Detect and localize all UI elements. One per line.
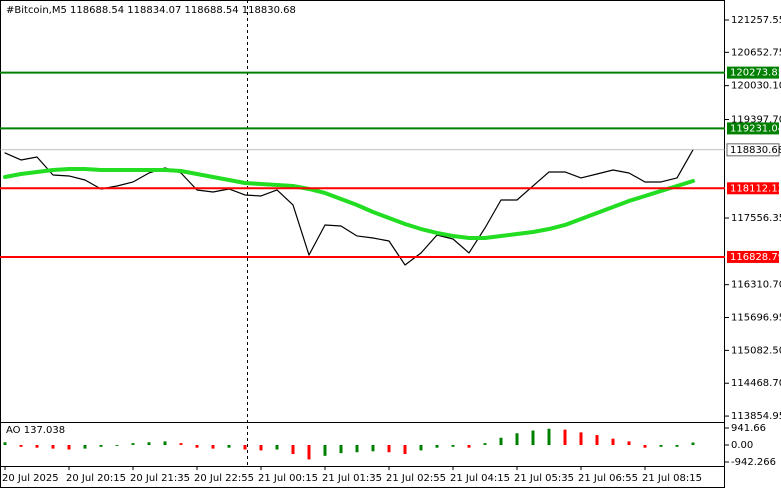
ao-bar [355, 444, 359, 453]
ao-bar [83, 444, 87, 449]
price-level-box [727, 182, 779, 195]
ao-bar [387, 444, 391, 453]
ao-bar [403, 444, 407, 455]
y-tick-label: 115696.95 [731, 313, 781, 324]
ao-bar [451, 444, 455, 447]
y-tick-label: 114468.70 [731, 378, 781, 389]
moving-average [3, 166, 695, 240]
x-tick-label: 20 Jul 22:55 [194, 473, 254, 484]
price-level-label: 118112.12 [730, 183, 781, 194]
ao-bar [195, 444, 199, 448]
y-tick-label: 117556.35 [731, 213, 781, 224]
ao-bar [483, 443, 487, 445]
ao-bar [147, 442, 151, 445]
ao-bar [275, 444, 279, 450]
ao-bar [131, 443, 135, 445]
ao-bar [499, 437, 503, 445]
ao-bar [99, 444, 103, 447]
y-tick-label: 115082.50 [731, 345, 781, 356]
ao-bar [627, 441, 631, 445]
x-tick-label: 21 Jul 05:35 [514, 473, 574, 484]
price-level-box [727, 122, 779, 135]
ao-bar [163, 441, 167, 445]
ao-bar [67, 444, 71, 450]
indicator-title: AO 137.038 [6, 425, 65, 436]
ao-bar [435, 444, 439, 448]
price-level-label: 116828.79 [730, 252, 781, 263]
price-level-box [727, 66, 779, 79]
ao-bar [579, 432, 583, 445]
y-tick-label: 121257.55 [731, 15, 781, 26]
ao-bar [3, 442, 7, 445]
y-tick-label: -942.266 [731, 457, 776, 468]
y-tick-label: 941.66 [731, 423, 766, 434]
x-tick-label: 21 Jul 08:15 [642, 473, 702, 484]
ao-bar [675, 444, 679, 447]
ao-bar [691, 442, 695, 445]
x-tick-label: 20 Jul 21:35 [130, 473, 190, 484]
ao-bar [307, 444, 311, 460]
ao-bar [323, 444, 327, 456]
ao-bar [467, 444, 471, 448]
ao-bar [595, 435, 599, 445]
ao-bar [659, 444, 663, 447]
ao-bar [419, 444, 423, 451]
price-level-label: 120273.85 [730, 68, 781, 79]
x-tick-label: 20 Jul 2025 [2, 473, 59, 484]
ao-bar [35, 444, 39, 448]
current-price-label: 118830.68 [730, 145, 781, 156]
x-tick-label: 21 Jul 02:55 [386, 473, 446, 484]
ao-bar [259, 444, 263, 451]
ao-bar [291, 444, 295, 455]
x-tick-label: 20 Jul 20:15 [66, 473, 126, 484]
ao-bar [51, 444, 55, 449]
ao-bar [531, 430, 535, 445]
frame [0, 0, 725, 488]
x-tick-label: 21 Jul 04:15 [450, 473, 510, 484]
ao-bar [19, 444, 23, 447]
y-tick-label: 113854.95 [731, 411, 781, 422]
y-tick-label: 119397.70 [731, 114, 781, 125]
y-tick-label: 120030.10 [731, 81, 781, 92]
price-level-label: 119231.04 [730, 123, 781, 134]
y-tick-label: 116310.70 [731, 280, 781, 291]
current-price-box [726, 143, 780, 157]
x-tick-label: 21 Jul 00:15 [258, 473, 318, 484]
ao-bar [339, 444, 343, 454]
ao-bar [211, 444, 215, 449]
ao-bar [515, 433, 519, 445]
price-line [4, 149, 694, 266]
ao-bar [243, 444, 247, 450]
x-tick-label: 21 Jul 01:35 [322, 473, 382, 484]
price-level-box [727, 250, 779, 263]
ao-bar [643, 444, 647, 448]
ao-bar [563, 429, 567, 445]
ao-bar [611, 438, 615, 445]
ao-bar [547, 428, 551, 445]
ao-bar [371, 444, 375, 452]
x-tick-label: 21 Jul 06:55 [578, 473, 638, 484]
y-tick-label: 0.00 [731, 440, 753, 451]
ao-bar [115, 444, 119, 446]
ao-bar [179, 443, 183, 445]
y-tick-label: 120652.75 [731, 47, 781, 58]
chart-title: #Bitcoin,M5 118688.54 118834.07 118688.5… [6, 5, 296, 16]
ao-bar [227, 444, 231, 448]
